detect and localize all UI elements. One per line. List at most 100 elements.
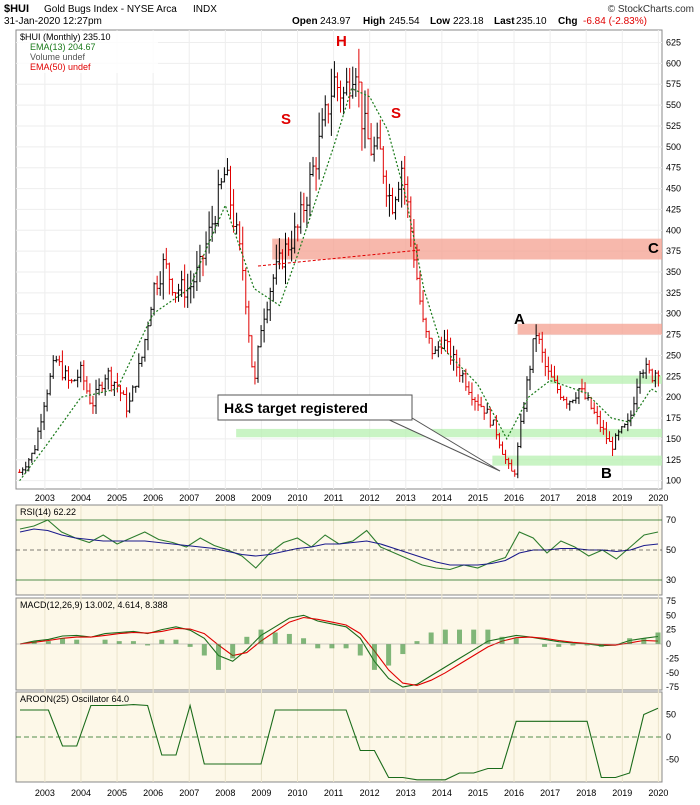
- high-value: 245.54: [389, 16, 420, 27]
- x-tick-label: 2020: [648, 493, 668, 503]
- indicator-tick-label: 25: [666, 625, 676, 635]
- x-tick-label: 2007: [179, 493, 199, 503]
- support-zone: [236, 428, 662, 438]
- indicator-tick-label: -25: [666, 653, 679, 663]
- x-tick-label: 2008: [215, 788, 235, 798]
- indicator-tick-label: 70: [666, 515, 676, 525]
- x-tick-label: 2013: [396, 788, 416, 798]
- x-tick-label: 2006: [143, 788, 163, 798]
- chart-title-type: INDX: [193, 4, 217, 15]
- x-tick-label: 2017: [540, 493, 560, 503]
- x-tick-label: 2019: [612, 493, 632, 503]
- y-tick-label: 500: [666, 142, 681, 152]
- x-axis-labels: 2003 2003 2004 2004 2005 2005 2006 2006 2007 2007…: [35, 493, 669, 798]
- x-tick-label: 2019: [612, 788, 632, 798]
- legend-volume: Volume undef: [30, 52, 86, 62]
- head-label: H: [336, 33, 347, 50]
- y-tick-label: 275: [666, 330, 681, 340]
- resistance-zone: [272, 238, 662, 260]
- rsi-title: RSI(14) 62.22: [20, 507, 76, 517]
- right-shoulder-label: S: [391, 105, 401, 122]
- wave-a-label: A: [514, 311, 525, 328]
- last-label: Last: [494, 16, 515, 27]
- rsi-ema-line: [19, 528, 659, 566]
- x-tick-label: 2015: [468, 788, 488, 798]
- last-value: 235.10: [516, 16, 547, 27]
- y-tick-label: 200: [666, 392, 681, 402]
- y-tick-label: 450: [666, 184, 681, 194]
- indicator-tick-label: 75: [666, 596, 676, 606]
- y-tick-label: 475: [666, 163, 681, 173]
- chart-title-name: Gold Bugs Index - NYSE Arca: [44, 4, 177, 15]
- indicator-tick-label: 30: [666, 575, 676, 585]
- y-tick-label: 400: [666, 225, 681, 235]
- aroon-line: [20, 703, 659, 781]
- support-zone: [492, 455, 662, 466]
- x-tick-label: 2011: [324, 493, 343, 503]
- y-tick-label: 125: [666, 455, 681, 465]
- x-tick-label: 2003: [35, 788, 55, 798]
- legend-main: $HUI (Monthly) 235.10: [20, 32, 111, 42]
- y-axis-labels: 100 125 150 175 200 225 250 275 300 325 350 375 400 4…: [666, 38, 681, 486]
- x-tick-label: 2003: [35, 493, 55, 503]
- ema13-line: [19, 87, 659, 482]
- resistance-zone: [517, 323, 662, 335]
- y-tick-label: 575: [666, 79, 681, 89]
- open-value: 243.97: [320, 16, 351, 27]
- x-tick-label: 2012: [360, 788, 380, 798]
- x-tick-label: 2013: [396, 493, 416, 503]
- x-tick-label: 2012: [360, 493, 380, 503]
- x-tick-label: 2018: [576, 788, 596, 798]
- macd-title: MACD(12,26,9) 13.002, 4.614, 8.388: [20, 600, 168, 610]
- price-legend: $HUI (Monthly) 235.10 EMA(13) 204.67 Vol…: [18, 31, 158, 73]
- chg-label: Chg: [558, 16, 577, 27]
- indicator-tick-label: 50: [666, 710, 676, 720]
- y-tick-label: 375: [666, 246, 681, 256]
- x-tick-label: 2004: [71, 788, 91, 798]
- y-tick-label: 250: [666, 350, 681, 360]
- legend-ema13: EMA(13) 204.67: [30, 42, 96, 52]
- y-tick-label: 550: [666, 100, 681, 110]
- chg-value: -6.84 (-2.83%): [583, 16, 647, 27]
- y-tick-label: 300: [666, 309, 681, 319]
- zone-layer: [236, 238, 662, 466]
- y-tick-label: 325: [666, 288, 681, 298]
- date-time-label: 31-Jan-2020 12:27pm: [4, 16, 102, 27]
- x-tick-label: 2009: [251, 788, 271, 798]
- x-tick-label: 2014: [432, 788, 452, 798]
- x-tick-label: 2007: [179, 788, 199, 798]
- high-label: High: [363, 16, 385, 27]
- ema-layer: [19, 87, 659, 482]
- price-bars: [18, 48, 660, 479]
- indicator-tick-label: -50: [666, 755, 679, 765]
- y-tick-label: 175: [666, 413, 681, 423]
- aroon-title: AROON(25) Oscillator 64.0: [20, 694, 129, 704]
- x-tick-label: 2009: [251, 493, 271, 503]
- x-tick-label: 2011: [324, 788, 343, 798]
- macd-line: [19, 614, 659, 688]
- x-tick-label: 2015: [468, 493, 488, 503]
- low-value: 223.18: [453, 16, 484, 27]
- neckline: [257, 249, 421, 267]
- x-tick-label: 2017: [540, 788, 560, 798]
- quote-row: Open 243.97 High 245.54 Low 223.18 Last …: [292, 16, 647, 27]
- x-tick-label: 2018: [576, 493, 596, 503]
- callout: H&S target registered: [217, 394, 501, 472]
- indicator-tick-label: 0: [666, 639, 671, 649]
- y-tick-label: 225: [666, 371, 681, 381]
- x-tick-label: 2010: [287, 493, 307, 503]
- y-tick-label: 425: [666, 204, 681, 214]
- chart-title-symbol: $HUI: [4, 3, 29, 15]
- x-tick-label: 2005: [107, 788, 127, 798]
- x-tick-label: 2014: [432, 493, 452, 503]
- y-tick-label: 150: [666, 434, 681, 444]
- x-tick-label: 2020: [648, 788, 668, 798]
- pattern-annotations: S H S A B C: [281, 33, 659, 482]
- x-tick-label: 2004: [71, 493, 91, 503]
- brand-label[interactable]: © StockCharts.com: [608, 4, 694, 15]
- callout-box: [217, 394, 413, 421]
- x-tick-label: 2010: [287, 788, 307, 798]
- y-tick-label: 350: [666, 267, 681, 277]
